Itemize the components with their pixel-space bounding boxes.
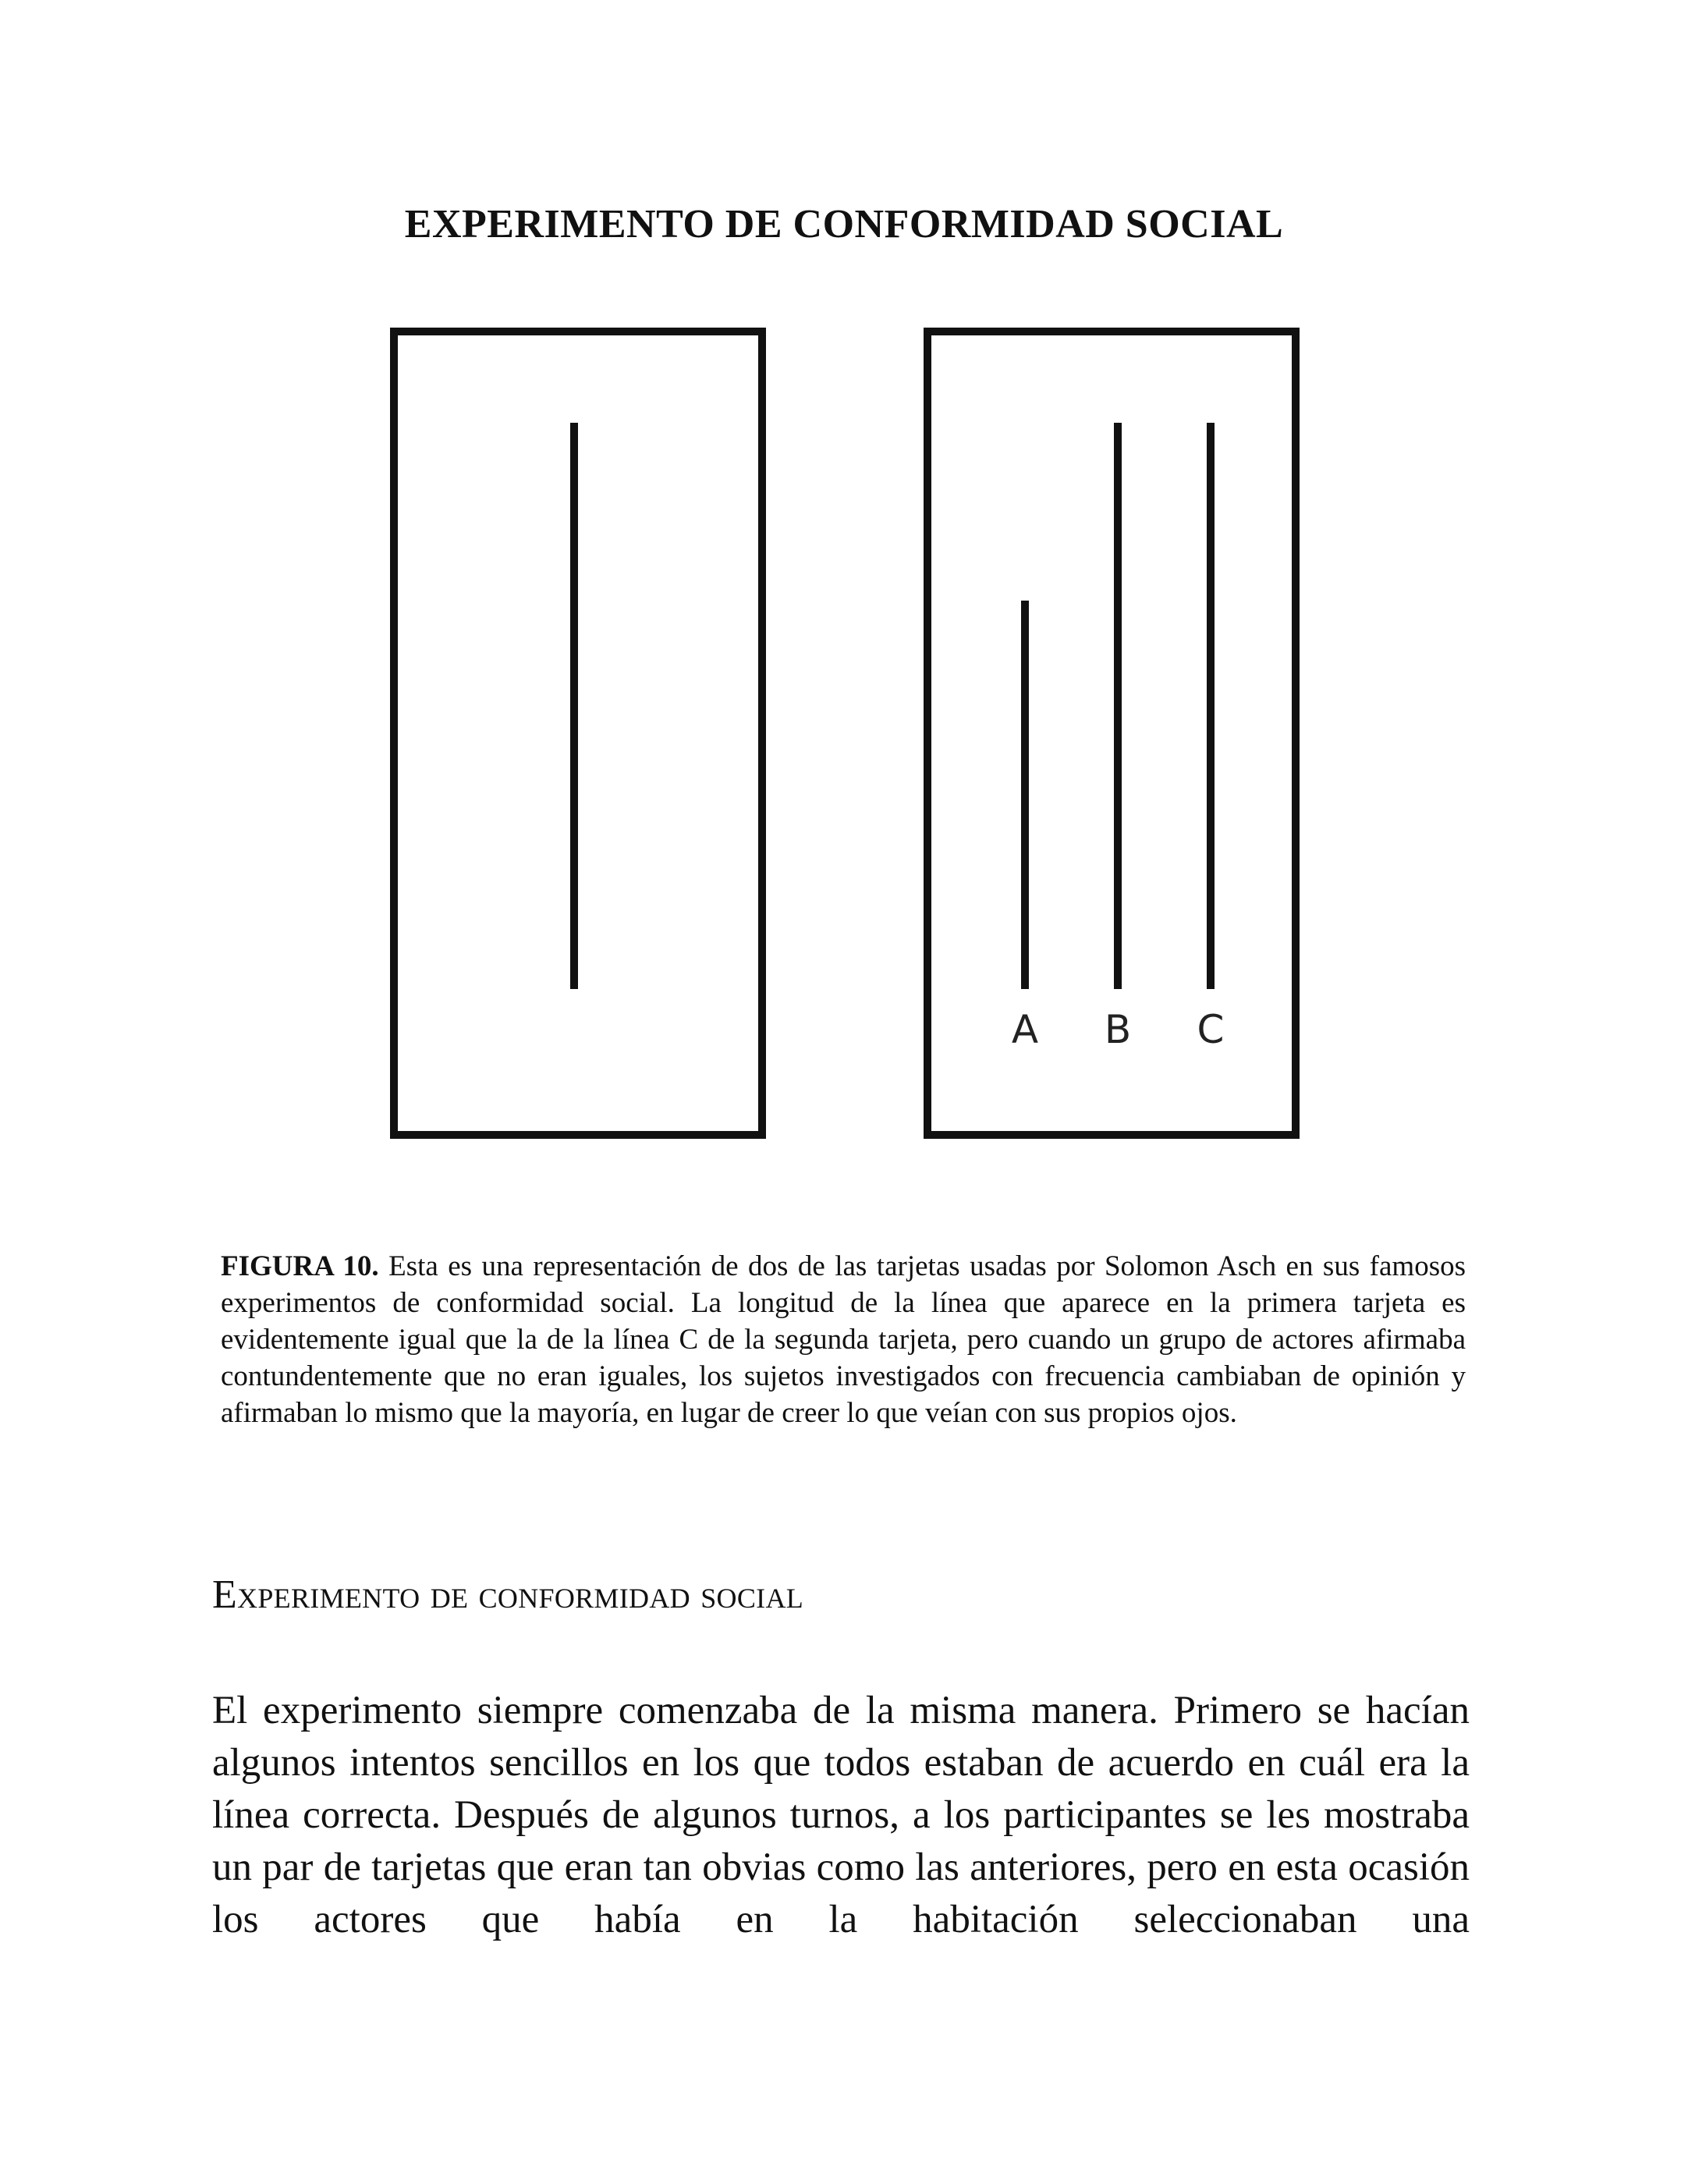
line-label-b: B (1104, 1007, 1132, 1052)
comparison-line-b (1114, 423, 1122, 989)
section-heading: Experimento de conformidad social (212, 1572, 804, 1617)
line-label-c: C (1197, 1007, 1225, 1052)
body-paragraph: El experimento siempre comenzaba de la m… (212, 1689, 1470, 1941)
reference-line (570, 423, 578, 989)
comparison-card (924, 328, 1300, 1139)
figure-caption-text: Esta es una representación de dos de las… (221, 1250, 1466, 1429)
comparison-line-c (1207, 423, 1215, 989)
reference-card (390, 328, 766, 1139)
page-title: EXPERIMENTO DE CONFORMIDAD SOCIAL (404, 202, 1284, 246)
comparison-line-a (1021, 601, 1029, 989)
figure-caption: FIGURA 10. Esta es una representación de… (221, 1248, 1466, 1431)
line-label-a: A (1011, 1007, 1039, 1052)
figure-caption-label: FIGURA 10. (221, 1250, 379, 1282)
